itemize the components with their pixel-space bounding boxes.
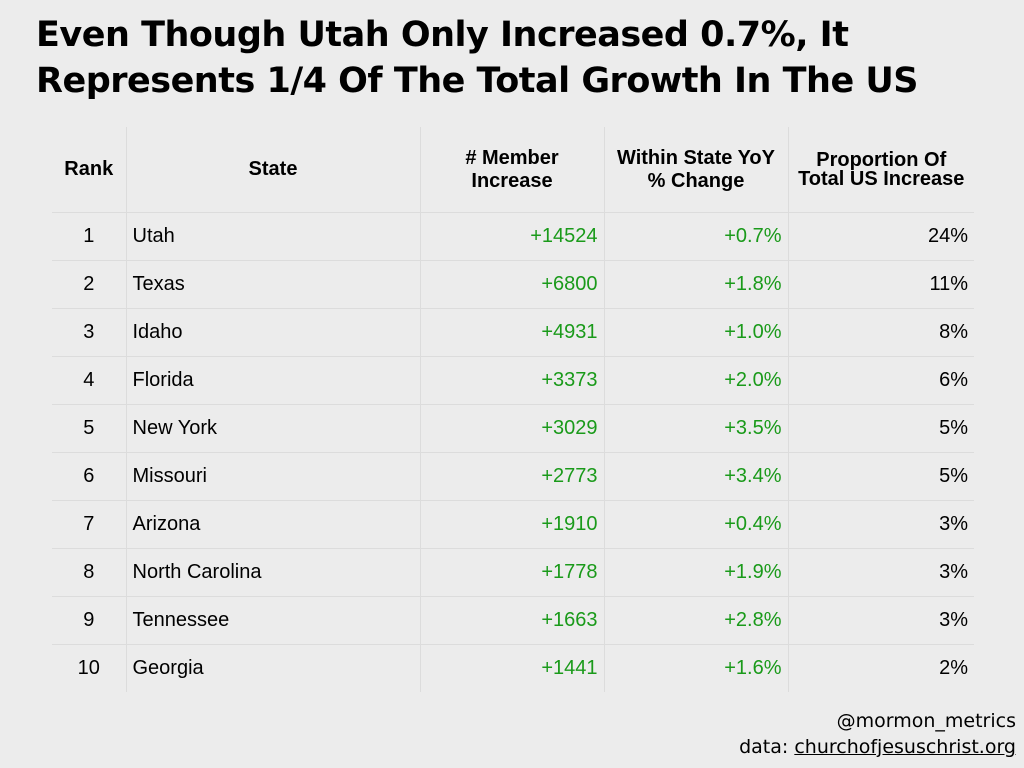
cell-member-increase: +1441: [420, 644, 605, 692]
cell-yoy-change: +1.6%: [604, 644, 789, 692]
cell-proportion: 3%: [788, 596, 974, 645]
table-row: 9 Tennessee +1663 +2.8% 3%: [52, 596, 974, 645]
cell-rank: 1: [52, 212, 127, 261]
footer: @mormon_metrics data: churchofjesuschris…: [739, 708, 1016, 760]
table-row: 10 Georgia +1441 +1.6% 2%: [52, 644, 974, 692]
table-row: 6 Missouri +2773 +3.4% 5%: [52, 452, 974, 501]
table-body: 1 Utah +14524 +0.7% 24% 2 Texas +6800 +1.8% 11% 3 I…: [52, 212, 974, 692]
table-row: 7 Arizona +1910 +0.4% 3%: [52, 500, 974, 549]
cell-proportion: 8%: [788, 308, 974, 357]
chart-title: Even Though Utah Only Increased 0.7%, It…: [36, 12, 996, 104]
table-row: 1 Utah +14524 +0.7% 24%: [52, 212, 974, 261]
cell-member-increase: +6800: [420, 260, 605, 309]
cell-rank: 4: [52, 356, 127, 405]
chart-title-line-1: Even Though Utah Only Increased 0.7%, It: [36, 15, 849, 55]
cell-yoy-change: +1.8%: [604, 260, 789, 309]
cell-proportion: 24%: [788, 212, 974, 261]
cell-proportion: 6%: [788, 356, 974, 405]
chart-title-line-2: Represents 1/4 Of The Total Growth In Th…: [36, 61, 919, 101]
cell-state: Utah: [126, 212, 421, 261]
table-header-row: Rank State # Member Increase Within Stat…: [52, 127, 974, 213]
cell-proportion: 5%: [788, 404, 974, 453]
cell-state: Arizona: [126, 500, 421, 549]
cell-member-increase: +4931: [420, 308, 605, 357]
cell-proportion: 3%: [788, 548, 974, 597]
cell-member-increase: +14524: [420, 212, 605, 261]
cell-yoy-change: +2.8%: [604, 596, 789, 645]
cell-state: Texas: [126, 260, 421, 309]
column-header-member-increase: # Member Increase: [420, 127, 605, 213]
table-row: 4 Florida +3373 +2.0% 6%: [52, 356, 974, 405]
column-header-rank: Rank: [52, 127, 127, 213]
cell-state: Idaho: [126, 308, 421, 357]
cell-rank: 9: [52, 596, 127, 645]
column-header-proportion: Proportion Of Total US Increase: [798, 148, 965, 190]
table-row: 5 New York +3029 +3.5% 5%: [52, 404, 974, 453]
cell-yoy-change: +2.0%: [604, 356, 789, 405]
cell-rank: 5: [52, 404, 127, 453]
table-row: 3 Idaho +4931 +1.0% 8%: [52, 308, 974, 357]
cell-yoy-change: +1.9%: [604, 548, 789, 597]
cell-proportion: 11%: [788, 260, 974, 309]
data-table-container: Rank State # Member Increase Within Stat…: [52, 127, 974, 692]
data-source: data: churchofjesuschrist.org: [739, 734, 1016, 760]
cell-rank: 8: [52, 548, 127, 597]
table-row: 2 Texas +6800 +1.8% 11%: [52, 260, 974, 309]
cell-member-increase: +1778: [420, 548, 605, 597]
cell-state: North Carolina: [126, 548, 421, 597]
cell-rank: 2: [52, 260, 127, 309]
cell-yoy-change: +0.4%: [604, 500, 789, 549]
column-header-state: State: [126, 127, 421, 213]
cell-member-increase: +3029: [420, 404, 605, 453]
column-header-yoy-change: Within State YoY % Change: [604, 127, 789, 213]
cell-yoy-change: +1.0%: [604, 308, 789, 357]
cell-state: Missouri: [126, 452, 421, 501]
table-row: 8 North Carolina +1778 +1.9% 3%: [52, 548, 974, 597]
data-source-link[interactable]: churchofjesuschrist.org: [794, 736, 1016, 758]
cell-state: New York: [126, 404, 421, 453]
cell-rank: 7: [52, 500, 127, 549]
cell-member-increase: +1910: [420, 500, 605, 549]
cell-state: Georgia: [126, 644, 421, 692]
cell-rank: 6: [52, 452, 127, 501]
cell-member-increase: +2773: [420, 452, 605, 501]
cell-member-increase: +3373: [420, 356, 605, 405]
cell-yoy-change: +0.7%: [604, 212, 789, 261]
cell-state: Tennessee: [126, 596, 421, 645]
cell-proportion: 5%: [788, 452, 974, 501]
cell-rank: 10: [52, 644, 127, 692]
cell-proportion: 3%: [788, 500, 974, 549]
cell-state: Florida: [126, 356, 421, 405]
cell-member-increase: +1663: [420, 596, 605, 645]
data-table: Rank State # Member Increase Within Stat…: [52, 127, 974, 692]
cell-yoy-change: +3.4%: [604, 452, 789, 501]
cell-yoy-change: +3.5%: [604, 404, 789, 453]
author-handle: @mormon_metrics: [836, 710, 1016, 732]
data-source-prefix: data:: [739, 736, 795, 758]
cell-proportion: 2%: [788, 644, 974, 692]
cell-rank: 3: [52, 308, 127, 357]
